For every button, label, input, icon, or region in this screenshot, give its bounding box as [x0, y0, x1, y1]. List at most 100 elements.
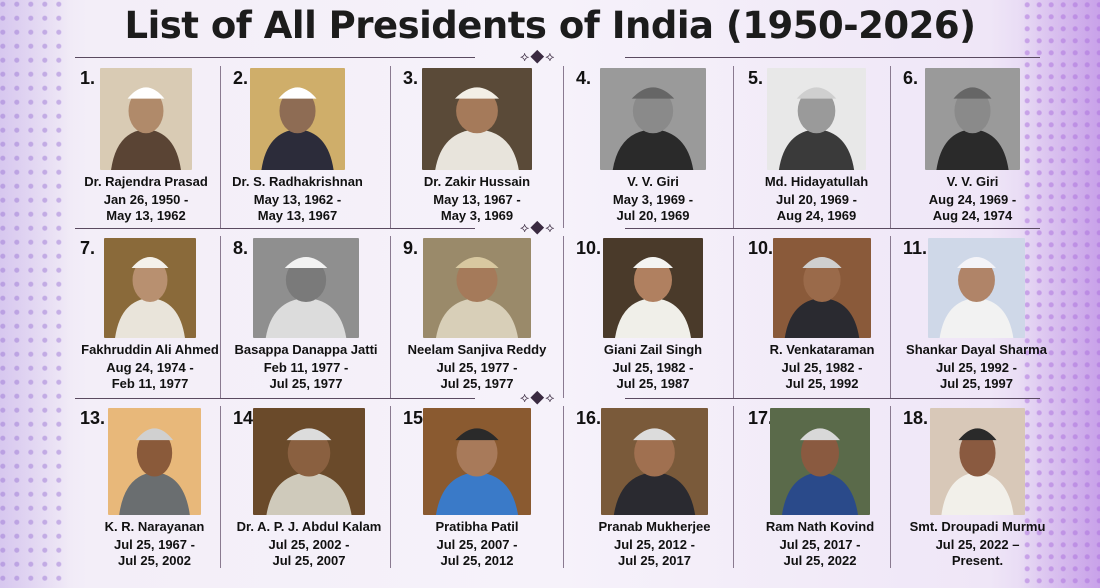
term-start: Jul 25, 2007 - [436, 537, 518, 552]
president-photo [423, 238, 531, 338]
term-end: Jul 25, 2012 [440, 553, 514, 568]
term-end: Aug 24, 1969 [776, 208, 857, 223]
president-card: 17. [740, 402, 890, 574]
president-card: 10. [568, 232, 735, 404]
column-divider [220, 406, 221, 568]
term-start: Aug 24, 1974 - [106, 360, 194, 375]
term-end: Present. [951, 553, 1004, 568]
term-end: Jul 25, 1977 [440, 376, 514, 391]
term-start: Jul 25, 1967 - [114, 537, 195, 552]
president-name: K. R. Narayanan [104, 519, 205, 534]
term-end: Jul 25, 2002 [118, 553, 191, 568]
president-name: V. V. Giri [627, 174, 679, 189]
president-card: 16. [568, 402, 735, 574]
term-start: Jul 25, 2002 - [268, 537, 350, 552]
column-divider [733, 66, 734, 228]
president-card: 5. [740, 62, 890, 234]
column-divider [563, 66, 564, 228]
column-divider [390, 66, 391, 228]
president-number: 3. [403, 68, 419, 88]
president-number: 1. [80, 68, 96, 88]
term-end: Jul 25, 1977 [269, 376, 343, 391]
president-card: 15. [395, 402, 563, 574]
president-photo [928, 238, 1025, 338]
president-name: Fakhruddin Ali Ahmed [81, 342, 219, 357]
president-name: Dr. S. Radhakrishnan [232, 174, 363, 189]
president-name: Giani Zail Singh [603, 342, 703, 357]
term-start: May 3, 1969 - [612, 192, 694, 207]
row-divider-right [625, 228, 1040, 229]
president-number: 14. [233, 408, 259, 428]
president-name: Neelam Sanjiva Reddy [407, 342, 547, 357]
row-divider-left [75, 57, 475, 58]
term-end: Jul 20, 1969 [616, 208, 690, 223]
president-card: 13. [75, 402, 220, 574]
page-title: List of All Presidents of India (1950-20… [124, 4, 976, 47]
term-start: Feb 11, 1977 - [263, 360, 349, 375]
column-divider [390, 236, 391, 398]
column-divider [733, 406, 734, 568]
column-divider [220, 236, 221, 398]
decorative-right-border [1020, 0, 1100, 588]
term-end: Jul 25, 2022 [783, 553, 857, 568]
president-number: 4. [576, 68, 592, 88]
term-end: Jul 25, 2017 [618, 553, 691, 568]
president-number: 7. [80, 238, 96, 258]
president-name: Md. Hidayatullah [764, 174, 869, 189]
president-card: 3. [395, 62, 563, 234]
president-name: Dr. Rajendra Prasad [84, 174, 208, 189]
president-card: 14. [225, 402, 390, 574]
term-start: Aug 24, 1969 - [928, 192, 1017, 207]
term-start: May 13, 1967 - [433, 192, 521, 207]
term-end: Jul 25, 2007 [272, 553, 346, 568]
president-photo [767, 68, 866, 170]
column-divider [563, 236, 564, 398]
ornament-divider-icon: ⟡◆⟡ [520, 389, 556, 405]
president-name: V. V. Giri [946, 174, 999, 189]
decorative-left-border [0, 0, 70, 588]
president-number: 11. [903, 238, 928, 258]
president-name: Dr. Zakir Hussain [423, 174, 531, 189]
president-card: 11. [895, 232, 1045, 404]
president-number: 6. [903, 68, 919, 88]
term-start: Jul 25, 2017 - [779, 537, 861, 552]
president-photo [603, 238, 703, 338]
president-name: Ram Nath Kovind [765, 519, 875, 534]
president-photo [773, 238, 871, 338]
row-divider-right [625, 57, 1040, 58]
president-photo [108, 408, 201, 515]
president-photo [253, 408, 365, 515]
president-card: 8. [225, 232, 390, 404]
president-number: 10. [748, 238, 774, 258]
president-photo [250, 68, 345, 170]
column-divider [220, 66, 221, 228]
president-number: 17. [748, 408, 774, 428]
president-card: 9. [395, 232, 563, 404]
president-card: 7. [75, 232, 220, 404]
term-start: Jul 25, 1977 - [436, 360, 518, 375]
president-photo [930, 408, 1025, 515]
president-name: Pranab Mukherjee [598, 519, 711, 534]
president-photo [422, 68, 532, 170]
president-name: Basappa Danappa Jatti [234, 342, 378, 357]
ornament-divider-icon: ⟡◆⟡ [520, 48, 556, 64]
term-start: Jul 25, 1992 - [936, 360, 1017, 375]
president-photo [104, 238, 196, 338]
term-start: Jul 25, 1982 - [781, 360, 863, 375]
president-name: R. Venkataraman [769, 342, 875, 357]
president-number: 18. [903, 408, 929, 428]
president-number: 8. [233, 238, 249, 258]
president-card: 10. [740, 232, 890, 404]
term-end: Aug 24, 1974 [932, 208, 1013, 223]
row-divider-right [625, 398, 1040, 399]
column-divider [890, 406, 891, 568]
president-card: 1. [75, 62, 220, 234]
ornament-divider-icon: ⟡◆⟡ [520, 219, 556, 235]
term-end: May 3, 1969 [440, 208, 514, 223]
term-start: Jan 26, 1950 - [103, 192, 189, 207]
president-number: 15. [403, 408, 429, 428]
president-name: Shankar Dayal Sharma [906, 342, 1047, 357]
term-end: May 13, 1962 [106, 208, 186, 223]
president-photo [925, 68, 1020, 170]
president-photo [423, 408, 531, 515]
